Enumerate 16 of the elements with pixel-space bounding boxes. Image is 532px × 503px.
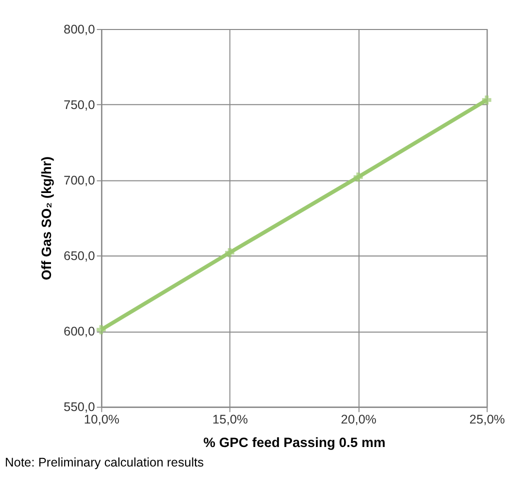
y-tick-label: 750,0	[64, 98, 95, 112]
point	[482, 95, 492, 105]
x-tick-label: 20,0%	[340, 412, 376, 427]
x-tick-label: 10,0%	[84, 412, 120, 427]
y-tick-label: 600,0	[64, 324, 95, 339]
y-tick-label: 700,0	[64, 173, 95, 188]
point	[354, 172, 363, 182]
x-axis-title: % GPC feed Passing 0.5 mm	[203, 434, 386, 450]
y-tick-label: 800,0	[64, 22, 95, 36]
text: Note: Preliminary calculation results	[4, 456, 204, 470]
x-tick-label: 15,0%	[212, 412, 248, 427]
y-axis-title: Off Gas SO₂ (kg/hr)	[39, 156, 54, 280]
y-tick-label: 650,0	[64, 249, 95, 264]
y-tick-label: 550,0	[64, 400, 95, 414]
x-tick-label: 25,0%	[469, 412, 505, 427]
point	[225, 248, 234, 258]
